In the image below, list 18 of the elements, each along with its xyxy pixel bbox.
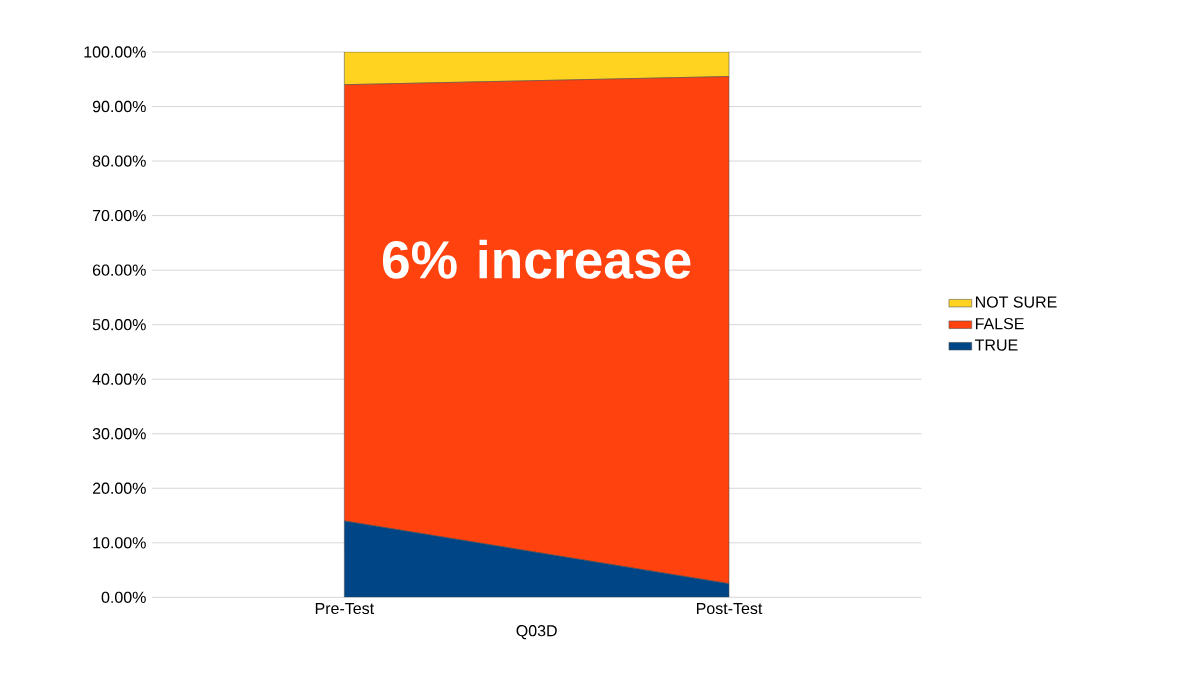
y-tick-label: 90.00% [92,100,146,113]
x-tick-label: Post-Test [696,602,763,615]
y-tick-label: 50.00% [92,319,146,331]
x-tick-label: Pre-Test [315,602,375,615]
y-tick-label: 60.00% [92,264,146,276]
y-tick-label: 70.00% [92,209,146,222]
y-tick-label: 20.00% [92,482,146,494]
legend-label: FALSE [975,317,1024,330]
y-tick-label: 30.00% [92,428,146,440]
y-tick-label: 0.00% [101,591,146,603]
legend-label: TRUE [975,339,1018,351]
y-tick-label: 10.00% [93,537,146,549]
legend-label: NOT SURE [975,296,1057,308]
x-axis-title: Q03D [516,625,557,640]
annotation: 6% increase [382,239,691,279]
y-tick-label: 40.00% [92,373,146,385]
y-tick-label: 80.00% [92,155,146,167]
y-tick-label: 100.00% [84,46,146,58]
